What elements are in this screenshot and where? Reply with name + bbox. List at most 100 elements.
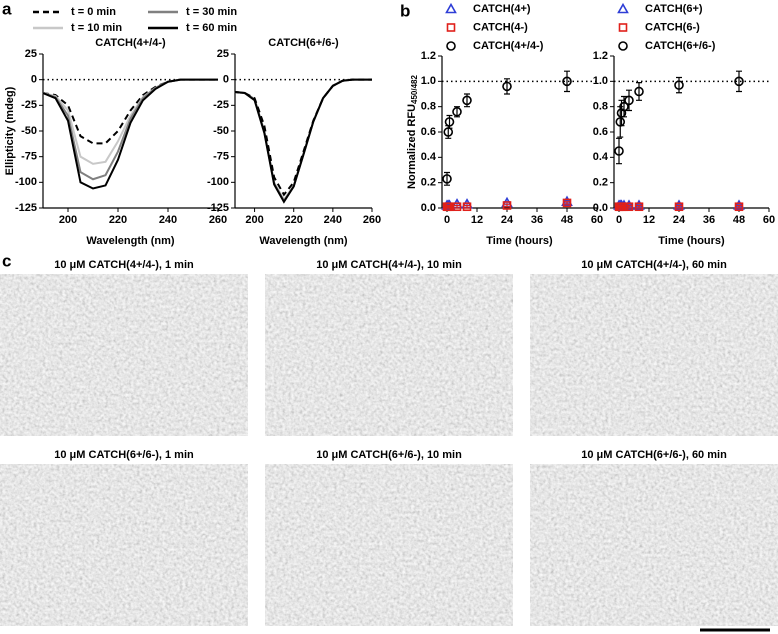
- point: [462, 202, 472, 212]
- y-tick-label: 0: [31, 74, 37, 86]
- error-bar: [736, 204, 742, 209]
- x-axis-label: Time (hours): [486, 235, 553, 247]
- legend-swatch: [618, 41, 628, 51]
- error-bar: [621, 95, 627, 118]
- legend-label: t = 0 min: [71, 6, 116, 18]
- y-tick-label: 1.2: [421, 50, 436, 62]
- y-tick-label: -75: [21, 151, 37, 163]
- micrograph: [530, 274, 778, 436]
- legend-swatch: [445, 2, 457, 14]
- x-tick-label: 220: [109, 214, 127, 226]
- micrograph: [265, 464, 513, 626]
- y-tick-label: -25: [213, 99, 229, 111]
- y-tick-label: 1.2: [593, 50, 608, 62]
- panel-label: c: [2, 251, 11, 270]
- point: [462, 95, 472, 106]
- y-tick-label: -25: [21, 99, 37, 111]
- point: [444, 117, 455, 127]
- panel-label: b: [400, 1, 410, 20]
- y-tick-label: 0.6: [593, 126, 608, 138]
- error-bar: [504, 203, 510, 208]
- x-tick-label: 220: [285, 214, 303, 226]
- line: [42, 78, 218, 145]
- point: [624, 202, 634, 212]
- x-tick-label: 200: [245, 214, 263, 226]
- error-bar: [676, 76, 682, 94]
- x-tick-label: 24: [673, 214, 686, 226]
- point: [734, 76, 744, 87]
- point: [452, 106, 462, 117]
- micrograph-title: 10 μM CATCH(6+/6-), 10 min: [316, 449, 462, 461]
- y-axis-label: Ellipticity (mdeg): [4, 86, 16, 175]
- legend-label: CATCH(6+/6-): [645, 40, 716, 52]
- error-bar: [564, 201, 570, 205]
- y-axis-label: Normalized RFU450/482: [406, 75, 419, 189]
- point: [734, 202, 744, 212]
- legend-label: CATCH(4+): [473, 3, 531, 15]
- error-bar: [464, 204, 470, 209]
- y-tick-label: 0.0: [421, 202, 436, 214]
- x-axis-label: Wavelength (nm): [259, 235, 348, 247]
- x-tick-label: 48: [561, 214, 573, 226]
- x-tick-label: 240: [159, 214, 177, 226]
- x-tick-label: 0: [616, 214, 622, 226]
- y-tick-label: 0.6: [421, 126, 436, 138]
- y-tick-label: 1.0: [593, 75, 608, 87]
- legend-swatch: [617, 2, 629, 14]
- error-bar: [636, 82, 642, 101]
- x-tick-label: 48: [733, 214, 745, 226]
- y-tick-label: 0.2: [593, 177, 608, 189]
- panel-label: a: [2, 0, 12, 18]
- legend-label: CATCH(4+/4-): [473, 40, 544, 52]
- legend-label: t = 30 min: [186, 6, 237, 18]
- y-tick-label: 25: [217, 48, 229, 60]
- point: [619, 202, 629, 212]
- x-axis-label: Time (hours): [658, 235, 725, 247]
- y-tick-label: 0.4: [421, 151, 437, 163]
- point: [452, 202, 462, 212]
- micrograph-title: 10 μM CATCH(4+/4-), 10 min: [316, 259, 462, 271]
- x-tick-label: 24: [501, 214, 514, 226]
- error-bar: [504, 78, 510, 95]
- point: [442, 174, 452, 184]
- x-tick-label: 36: [703, 214, 715, 226]
- y-tick-label: 0.2: [421, 177, 436, 189]
- line: [42, 78, 218, 190]
- y-tick-label: 0.8: [593, 101, 608, 113]
- x-tick-label: 260: [363, 214, 381, 226]
- legend-label: CATCH(6-): [645, 21, 700, 33]
- x-tick-label: 240: [324, 214, 342, 226]
- y-tick-label: -125: [15, 202, 37, 214]
- micrograph: [530, 464, 778, 626]
- micrograph: [0, 464, 248, 626]
- legend-swatch: [446, 41, 456, 51]
- x-tick-label: 200: [59, 214, 77, 226]
- micrograph-title: 10 μM CATCH(6+/6-), 60 min: [581, 449, 727, 461]
- legend-label: CATCH(6+): [645, 3, 703, 15]
- x-tick-label: 60: [591, 214, 603, 226]
- legend-swatch: [618, 23, 628, 32]
- error-bar: [676, 204, 682, 209]
- y-tick-label: -125: [207, 202, 229, 214]
- y-tick-label: 0.0: [593, 202, 608, 214]
- y-tick-label: -100: [15, 176, 37, 188]
- micrograph-title: 10 μM CATCH(6+/6-), 1 min: [54, 449, 194, 461]
- point: [624, 95, 634, 106]
- x-tick-label: 12: [471, 214, 483, 226]
- y-tick-label: -50: [21, 125, 37, 137]
- chart-title: CATCH(4+/4-): [95, 37, 166, 49]
- error-bar: [626, 204, 632, 209]
- error-bar: [626, 89, 632, 112]
- legend-swatch: [446, 23, 456, 32]
- y-axis-label-text: Normalized RFU: [406, 104, 418, 189]
- error-bar: [446, 204, 453, 209]
- y-tick-label: 1.0: [421, 75, 436, 87]
- error-bar: [454, 204, 460, 209]
- line: [234, 78, 372, 203]
- y-tick-label: 25: [25, 48, 37, 60]
- x-axis-label: Wavelength (nm): [86, 235, 175, 247]
- y-axis-label-subscript: 450/482: [410, 75, 419, 104]
- error-bar: [616, 137, 622, 165]
